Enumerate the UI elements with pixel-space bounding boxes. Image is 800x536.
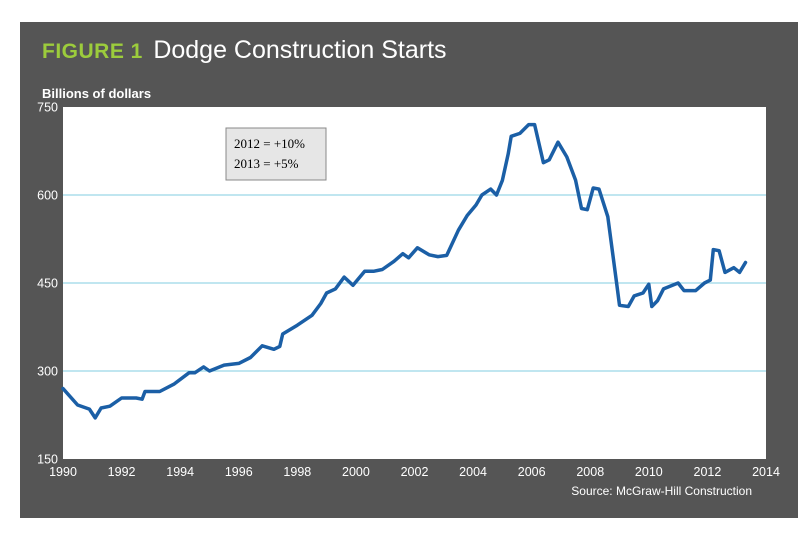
annotation-box-bg	[225, 127, 327, 181]
annotation-2013: 2013 = +5%	[234, 156, 299, 171]
x-tick-label-2012: 2012	[694, 465, 722, 479]
x-tick-label-1996: 1996	[225, 465, 253, 479]
y-tick-label-300: 300	[37, 365, 58, 379]
x-tick-labels: 1990 1992 1994 1996 1998 2000 2002 2004 2006 2008…	[49, 465, 780, 479]
y-axis-label: Billions of dollars	[42, 86, 151, 101]
y-tick-label-150: 150	[37, 453, 58, 467]
series-line-construction-starts	[61, 122, 748, 420]
source-note: Source: McGraw-Hill Construction	[571, 484, 752, 498]
x-tick-label-2010: 2010	[635, 465, 663, 479]
y-tick-label-600: 600	[37, 189, 58, 203]
figure-name: Dodge Construction Starts	[153, 36, 447, 64]
y-tick-label-450: 450	[37, 277, 58, 291]
figure-title: FIGURE 1 Dodge Construction Starts	[42, 36, 447, 65]
y-tick-label-750: 750	[37, 101, 58, 115]
x-tick-label-2006: 2006	[518, 465, 546, 479]
y-tick-labels: 150 300 450 600 750	[37, 101, 58, 467]
x-tick-label-2004: 2004	[459, 465, 487, 479]
x-tick-label-2000: 2000	[342, 465, 370, 479]
figure-number: FIGURE 1	[42, 40, 143, 63]
x-tick-label-2002: 2002	[401, 465, 429, 479]
x-tick-label-1994: 1994	[166, 465, 194, 479]
annotation-2012: 2012 = +10%	[234, 136, 305, 151]
x-tick-label-1990: 1990	[49, 465, 77, 479]
x-tick-label-1998: 1998	[283, 465, 311, 479]
annotation-box: 2012 = +10% 2013 = +5%	[225, 127, 327, 181]
x-tick-label-1992: 1992	[108, 465, 136, 479]
x-tick-label-2008: 2008	[576, 465, 604, 479]
x-tick-label-2014: 2014	[752, 465, 780, 479]
